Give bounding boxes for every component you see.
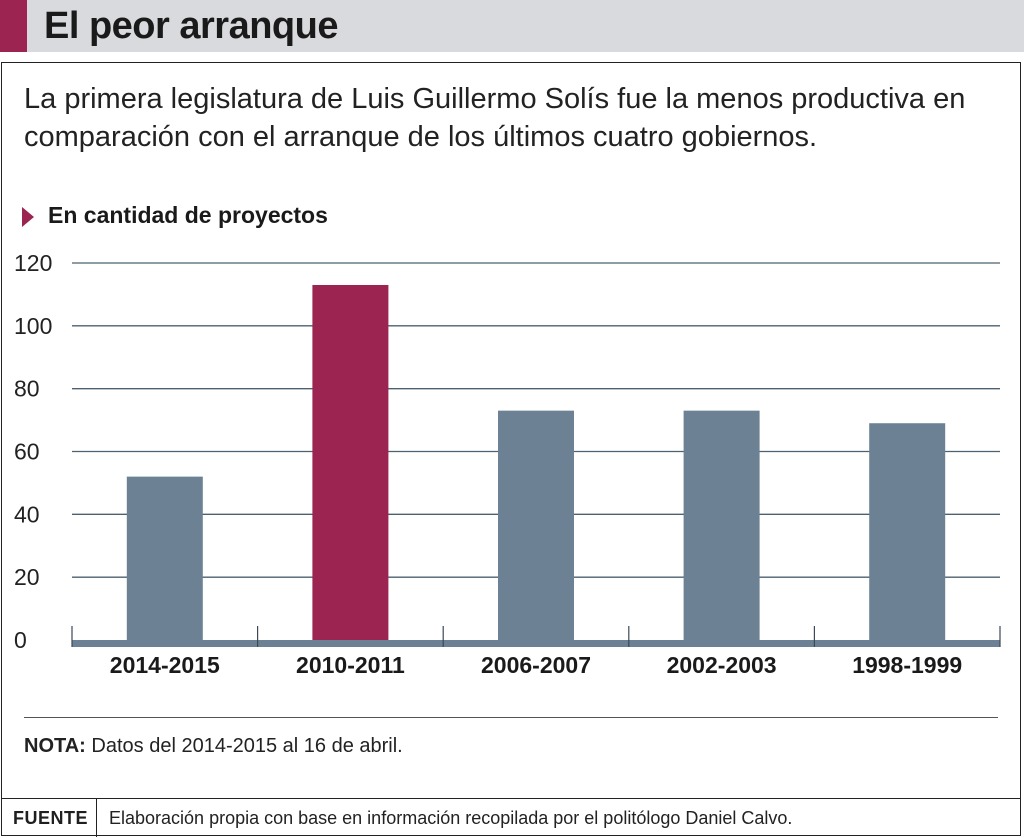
bar xyxy=(126,476,203,644)
y-tick-label: 100 xyxy=(14,313,52,339)
chart-frame xyxy=(1,62,1021,836)
y-tick-label: 120 xyxy=(14,250,52,276)
note-label: NOTA: xyxy=(24,735,86,757)
x-tick-label: 2014-2015 xyxy=(110,652,220,678)
bar xyxy=(312,284,389,644)
x-tick-label: 1998-1999 xyxy=(852,652,962,678)
title-accent-block xyxy=(0,0,27,52)
x-tick-label: 2002-2003 xyxy=(667,652,777,678)
bar xyxy=(869,423,946,644)
page-title: El peor arranque xyxy=(44,5,338,47)
triangle-bullet-icon xyxy=(22,207,34,227)
note-divider xyxy=(24,717,998,718)
y-tick-label: 80 xyxy=(14,376,40,402)
footer-separator xyxy=(96,799,97,837)
note-text: Datos del 2014-2015 al 16 de abril. xyxy=(91,735,403,757)
source-label: FUENTE xyxy=(13,808,88,828)
header-bar xyxy=(0,0,1024,52)
y-tick-label: 40 xyxy=(14,501,40,527)
y-tick-label: 20 xyxy=(14,564,40,590)
x-tick-label: 2006-2007 xyxy=(481,652,591,678)
y-tick-label: 0 xyxy=(14,627,27,653)
chart-subtitle: La primera legislatura de Luis Guillermo… xyxy=(24,83,966,153)
bar xyxy=(683,410,760,644)
source-footer: FUENTE Elaboración propia con base en in… xyxy=(1,798,1021,837)
bar xyxy=(498,410,574,644)
x-axis-baseline xyxy=(72,640,1000,647)
note: NOTA: Datos del 2014-2015 al 16 de abril… xyxy=(24,735,403,758)
unit-label: En cantidad de proyectos xyxy=(48,202,328,228)
source-text: Elaboración propia con base en informaci… xyxy=(109,808,793,828)
y-tick-label: 60 xyxy=(14,439,40,465)
bar-chart: 0 20 40 60 80 100 120 2014-2015 2010-2011 2006-20… xyxy=(14,250,1001,678)
x-tick-label: 2010-2011 xyxy=(296,652,405,678)
